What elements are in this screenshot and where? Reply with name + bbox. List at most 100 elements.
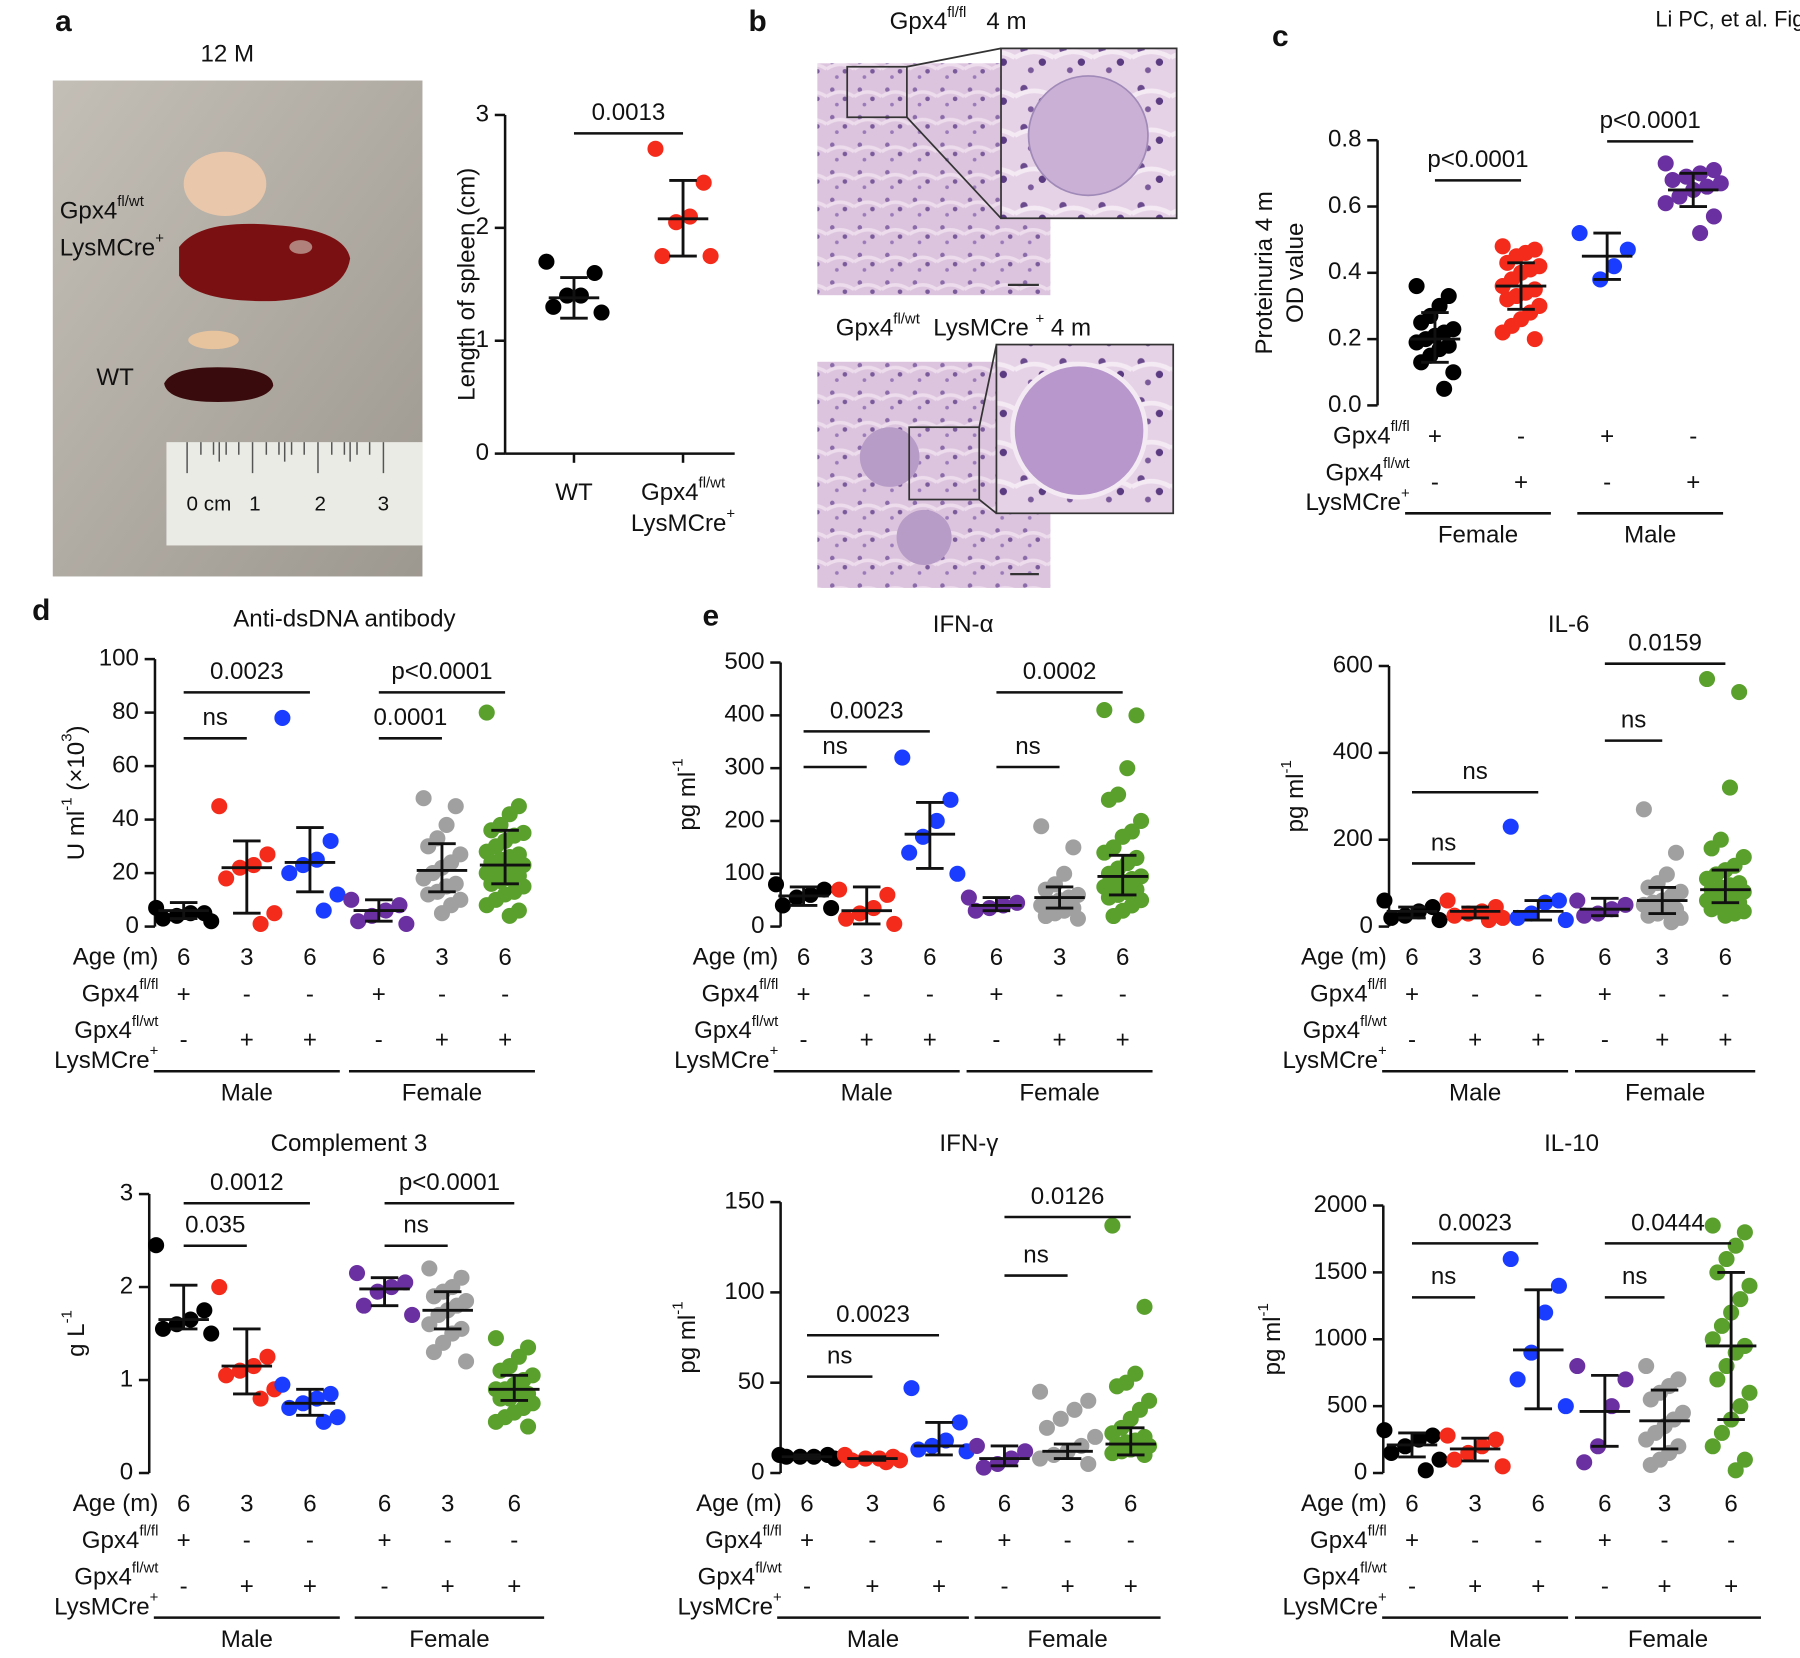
- data-point: [1009, 894, 1026, 911]
- histology: [817, 47, 1178, 588]
- data-point: [894, 749, 911, 766]
- data-point: [1704, 1217, 1721, 1234]
- data-point: [1657, 155, 1674, 172]
- label-text: Gpx4: [836, 315, 894, 342]
- row-value: +: [498, 1027, 512, 1054]
- y-tick-label: 500: [724, 648, 764, 675]
- data-point: [383, 1279, 400, 1296]
- data-point: [1066, 1401, 1083, 1418]
- y-axis-label: pg ml-1: [669, 1301, 701, 1373]
- row-value: 3: [240, 1491, 253, 1518]
- row-label: Gpx4fl/fl: [82, 976, 159, 1008]
- label-text: U ml: [63, 811, 90, 861]
- row-label: Gpx4fl/fl: [705, 1523, 782, 1555]
- data-point: [1642, 1391, 1659, 1408]
- panel-label: b: [748, 5, 766, 38]
- data-point: [1640, 907, 1657, 924]
- data-point: [1537, 1304, 1554, 1321]
- row-value: 6: [303, 944, 316, 971]
- data-point: [1698, 670, 1716, 688]
- y-tick-label: 150: [724, 1187, 764, 1214]
- data-point: [348, 1265, 366, 1282]
- superscript: fl/wt: [1360, 1559, 1387, 1576]
- superscript: fl/fl: [763, 1523, 782, 1540]
- data-point: [1617, 1371, 1634, 1388]
- row-value: -: [243, 1527, 251, 1554]
- data-point: [1431, 1451, 1448, 1468]
- data-point: [928, 812, 945, 829]
- row-value: +: [1116, 1027, 1130, 1054]
- row-value: +: [441, 1573, 455, 1600]
- superscript: -1: [669, 1301, 686, 1314]
- row-value: -: [1689, 423, 1697, 450]
- label-text: ): [63, 725, 90, 733]
- y-tick-label: 0: [751, 912, 764, 939]
- label-text: Length of spleen (cm): [454, 168, 481, 401]
- data-point: [951, 1414, 968, 1431]
- y-tick-label: 500: [1327, 1391, 1367, 1418]
- bracket-label: p<0.0001: [399, 1169, 500, 1196]
- data-point: [1619, 241, 1636, 258]
- y-tick-label: 2: [120, 1272, 133, 1299]
- row-value: 3: [1656, 944, 1669, 971]
- data-point: [355, 1297, 372, 1314]
- data-point: [910, 1441, 927, 1458]
- label-text: Age (m): [73, 1491, 159, 1518]
- data-point: [492, 1390, 509, 1407]
- row-value: -: [1408, 1573, 1416, 1600]
- row-value: 3: [860, 944, 873, 971]
- data-point: [1713, 1317, 1730, 1334]
- data-point: [203, 913, 220, 930]
- data-point: [501, 907, 518, 924]
- data-point: [767, 876, 785, 893]
- y-tick-label: 2000: [1314, 1191, 1368, 1218]
- data-point: [903, 1380, 920, 1397]
- data-point: [823, 900, 840, 917]
- data-point: [315, 902, 332, 919]
- data-point: [1642, 1456, 1659, 1474]
- y-tick-label: 200: [1333, 825, 1373, 852]
- row-label: Gpx4fl/fl: [702, 976, 779, 1008]
- row-value: -: [803, 1573, 811, 1600]
- bracket-label: ns: [1023, 1241, 1048, 1268]
- bracket-label: 0.0002: [1023, 658, 1097, 685]
- x-tick-label: Gpx4fl/wt: [641, 474, 726, 506]
- data-point: [1439, 1427, 1456, 1444]
- data-point: [1557, 1398, 1574, 1415]
- y-axis-label: pg ml-1: [1255, 1303, 1287, 1375]
- label-text: LysMCre: [920, 315, 1036, 342]
- bracket-label: ns: [1431, 1263, 1456, 1290]
- data-point: [1033, 818, 1050, 835]
- row-value: 6: [1598, 1491, 1611, 1518]
- data-point: [421, 1316, 438, 1333]
- y-axis-label: OD value: [1283, 223, 1310, 323]
- row-value: 6: [1405, 1491, 1418, 1518]
- row-value: +: [1655, 1027, 1669, 1054]
- data-point: [702, 248, 719, 265]
- label-text: Age (m): [1301, 944, 1387, 971]
- y-tick-label: 0.4: [1328, 258, 1362, 285]
- row-value: 6: [1116, 944, 1129, 971]
- row-value: +: [1531, 1573, 1545, 1600]
- panel-label: a: [55, 5, 72, 38]
- y-tick-label: 2: [476, 213, 489, 240]
- data-point: [1569, 892, 1586, 909]
- data-point: [322, 832, 339, 850]
- row-label: LysMCre+: [54, 1043, 158, 1075]
- data-point: [447, 798, 464, 815]
- data-point: [891, 1452, 909, 1469]
- data-point: [1741, 1277, 1758, 1294]
- data-point: [1571, 225, 1588, 242]
- data-point: [1736, 1451, 1753, 1468]
- data-point: [458, 1353, 475, 1370]
- row-value: +: [1468, 1573, 1482, 1600]
- data-point: [774, 897, 791, 914]
- data-point: [1502, 1250, 1519, 1268]
- data-point: [1431, 912, 1448, 929]
- data-point: [438, 816, 455, 833]
- data-point: [1045, 1446, 1062, 1463]
- chart-title: Anti-dsDNA antibody: [233, 605, 455, 632]
- superscript: fl/wt: [699, 474, 726, 491]
- ruler-label: 1: [249, 493, 261, 516]
